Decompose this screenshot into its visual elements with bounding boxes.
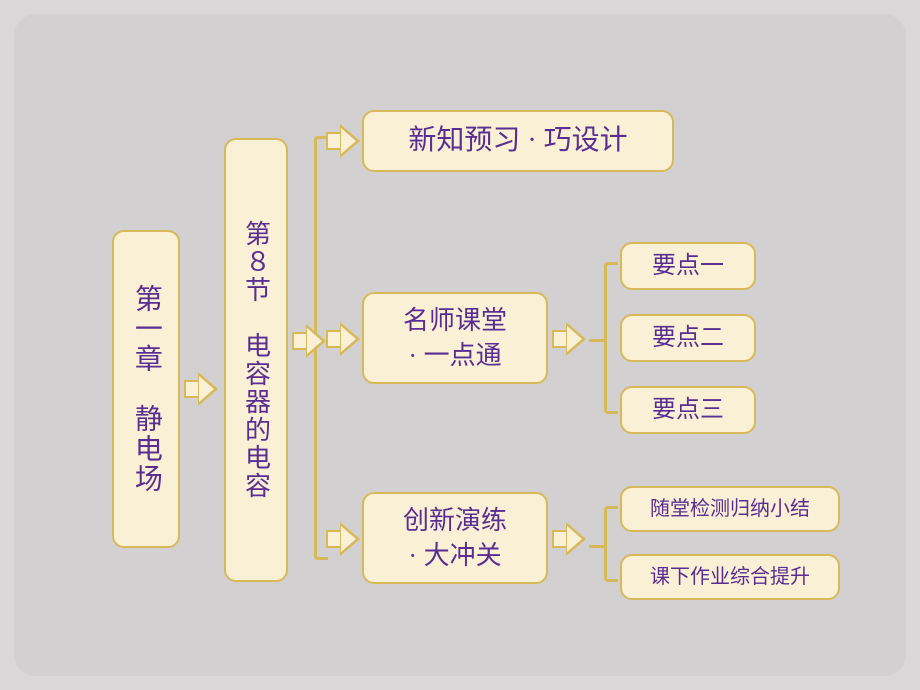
node-classroom-label: 名师课堂 · 一点通: [403, 303, 507, 373]
node-homework: 课下作业综合提升: [620, 554, 840, 600]
node-section: 第８节 电容器的电容: [224, 138, 288, 582]
node-section-label: 第８节 电容器的电容: [238, 220, 273, 500]
node-point-3-label: 要点三: [652, 394, 724, 426]
node-chapter: 第一章 静电场: [112, 230, 180, 548]
bracket-exercises: [604, 506, 618, 582]
arrow-icon: [552, 322, 586, 356]
node-chapter-label: 第一章 静电场: [127, 284, 165, 494]
node-point-1-label: 要点一: [652, 250, 724, 282]
node-homework-label: 课下作业综合提升: [650, 564, 810, 591]
arrow-icon: [326, 322, 360, 356]
arrow-icon: [326, 124, 360, 158]
node-point-2: 要点二: [620, 314, 756, 362]
node-classroom: 名师课堂 · 一点通: [362, 292, 548, 384]
arrow-icon: [292, 324, 326, 358]
node-quiz-label: 随堂检测归纳小结: [650, 496, 810, 523]
node-practice-label: 创新演练 · 大冲关: [403, 503, 507, 573]
node-point-3: 要点三: [620, 386, 756, 434]
node-quiz: 随堂检测归纳小结: [620, 486, 840, 532]
node-practice: 创新演练 · 大冲关: [362, 492, 548, 584]
arrow-icon: [326, 522, 360, 556]
diagram-panel: 第一章 静电场 第８节 电容器的电容 新知预习 · 巧设计 名师课堂 · 一点通…: [14, 14, 906, 676]
node-preview-label: 新知预习 · 巧设计: [408, 122, 627, 160]
arrow-icon: [552, 522, 586, 556]
node-point-1: 要点一: [620, 242, 756, 290]
arrow-icon: [184, 372, 218, 406]
node-preview: 新知预习 · 巧设计: [362, 110, 674, 172]
node-point-2-label: 要点二: [652, 322, 724, 354]
bracket-points: [604, 262, 618, 414]
